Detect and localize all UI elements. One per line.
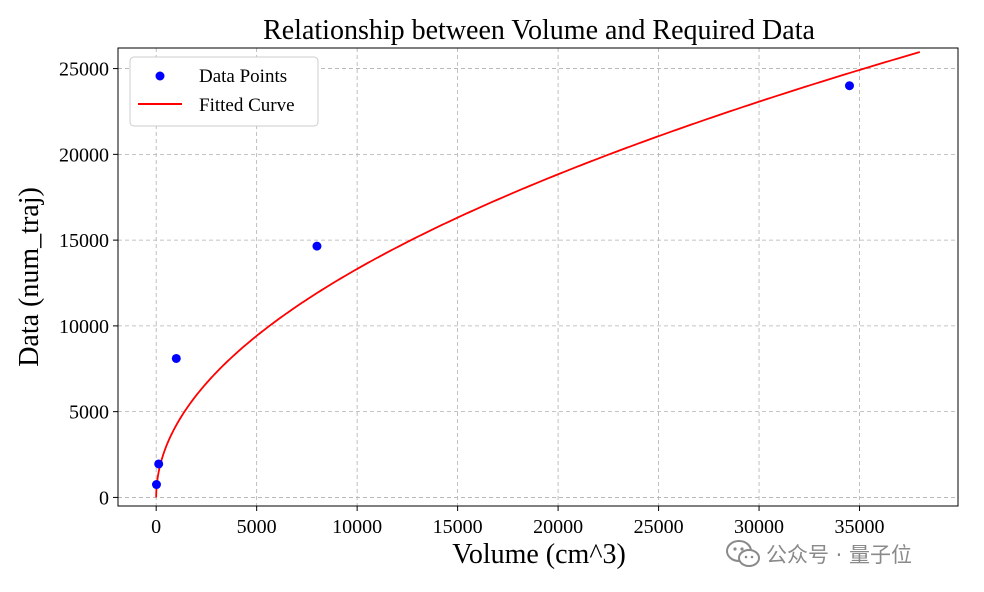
data-points-layer — [151, 81, 854, 490]
data-point — [171, 353, 181, 363]
y-tick-label: 0 — [99, 487, 109, 509]
data-point — [151, 480, 161, 490]
wechat-icon — [726, 540, 760, 567]
x-tick-label: 15000 — [433, 516, 483, 538]
x-tick-label: 20000 — [533, 516, 583, 538]
data-point — [154, 459, 164, 469]
chart-title: Relationship between Volume and Required… — [263, 15, 815, 46]
x-tick-label: 35000 — [835, 516, 885, 538]
legend-label-fitted-curve: Fitted Curve — [199, 95, 295, 116]
legend-marker-data-points — [155, 71, 165, 81]
x-axis-ticks: 0 5000 10000 15000 20000 25000 30000 35000 — [151, 506, 885, 538]
x-tick-label: 25000 — [634, 516, 684, 538]
y-tick-label: 20000 — [59, 144, 109, 166]
y-tick-label: 10000 — [59, 316, 109, 338]
plot-frame — [117, 47, 959, 507]
legend-box — [129, 56, 319, 127]
legend-label-data-points: Data Points — [199, 66, 287, 87]
x-tick-label: 0 — [151, 516, 161, 538]
x-axis-label: Volume (cm^3) — [452, 539, 626, 570]
grid — [118, 48, 958, 506]
x-tick-label: 10000 — [332, 516, 382, 538]
fitted-curve-line — [155, 51, 921, 498]
y-axis-ticks: 0 5000 10000 15000 20000 25000 — [59, 59, 118, 509]
x-tick-label: 30000 — [734, 516, 784, 538]
data-point — [312, 241, 322, 251]
watermark: 公众号 · 量子位 — [726, 538, 912, 570]
y-tick-label: 15000 — [59, 230, 109, 252]
legend: Data Points Fitted Curve — [129, 56, 319, 127]
fitted-curve-layer — [155, 51, 921, 498]
data-point — [844, 81, 854, 91]
y-tick-label: 25000 — [59, 59, 109, 81]
watermark-text: 公众号 · 量子位 — [766, 543, 913, 567]
y-tick-label: 5000 — [69, 402, 109, 424]
x-tick-label: 5000 — [237, 516, 277, 538]
y-axis-label: Data (num_traj) — [14, 187, 45, 367]
